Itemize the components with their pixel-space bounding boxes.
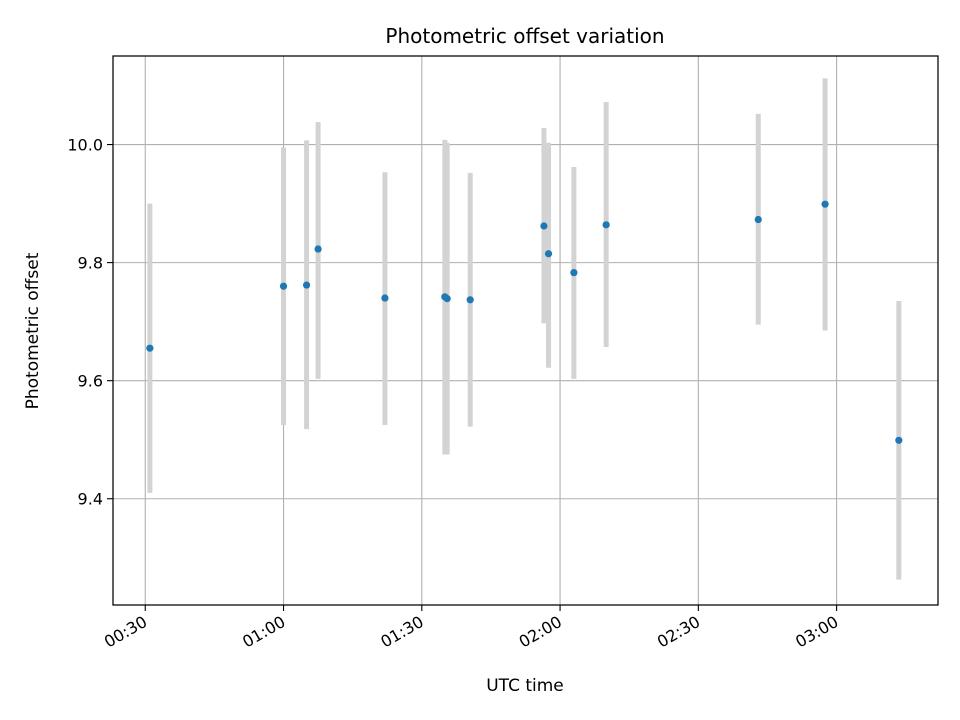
data-point xyxy=(302,281,311,289)
y-tick-label: 10.0 xyxy=(67,136,103,155)
x-axis-label: UTC time xyxy=(486,676,564,696)
y-axis-label: Photometric offset xyxy=(23,252,43,409)
y-tick-label: 9.8 xyxy=(78,254,103,273)
data-point xyxy=(570,269,578,277)
data-point xyxy=(314,245,322,253)
data-point xyxy=(146,344,154,352)
data-point xyxy=(754,215,762,224)
plot-frame xyxy=(112,55,939,606)
data-point xyxy=(381,294,389,302)
y-tick-label: 9.6 xyxy=(78,372,103,391)
y-tick-label: 9.4 xyxy=(78,490,103,509)
data-point xyxy=(443,295,451,303)
data-point xyxy=(602,221,610,229)
data-point xyxy=(895,436,903,444)
data-point xyxy=(540,222,548,230)
data-points xyxy=(146,200,903,444)
chart-title: Photometric offset variation xyxy=(385,24,664,48)
data-point xyxy=(544,250,553,258)
data-point xyxy=(466,296,474,304)
data-point xyxy=(279,282,288,290)
data-point xyxy=(821,200,829,208)
